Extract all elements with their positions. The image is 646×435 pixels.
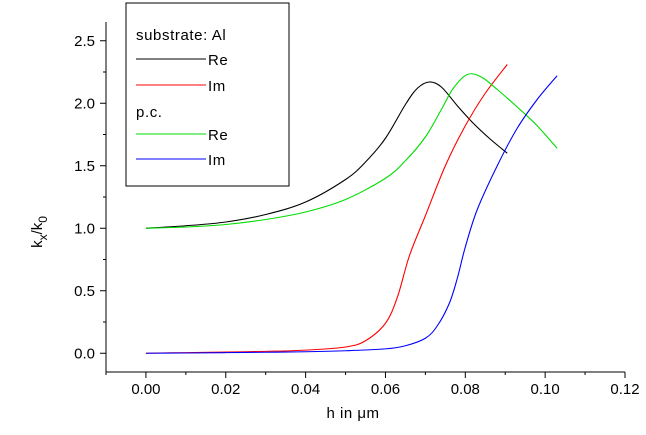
x-tick-label: 0.10: [531, 381, 560, 398]
legend-label-pc-re: Re: [208, 127, 228, 144]
y-label-sub-x: x: [36, 234, 50, 240]
y-tick-label: 1.5: [74, 158, 95, 175]
x-tick-label: 0.02: [211, 381, 240, 398]
y-tick-label: 2.0: [74, 95, 95, 112]
y-tick-label: 0.0: [74, 345, 95, 362]
legend-group2-title: p.c.: [136, 104, 163, 121]
series-line-al-re: [145, 81, 508, 229]
x-tick-label: 0.00: [131, 381, 160, 398]
y-tick-label: 1.0: [74, 220, 95, 237]
legend-group1-title: substrate: Al: [136, 27, 226, 44]
series-line-al-im: [145, 64, 508, 354]
legend-label-al-im: Im: [208, 78, 226, 95]
y-axis-label: kx/k0: [29, 216, 50, 248]
x-tick-label: 0.08: [451, 381, 480, 398]
y-label-k: k: [29, 240, 46, 248]
x-axis-label-unit: μm: [357, 405, 379, 422]
legend-label-pc-im: Im: [208, 152, 226, 169]
tick-labels: 0.00 0.02 0.04 0.06 0.08 0.10 0.12 0.0 0.5 1.0 1.5…: [74, 33, 639, 398]
x-tick-label: 0.12: [610, 381, 639, 398]
y-tick-label: 2.5: [74, 33, 95, 50]
y-label-slash-k: /k: [29, 222, 46, 234]
legend-label-al-re: Re: [208, 52, 228, 69]
series-line-pc-re: [145, 73, 558, 229]
series-line-pc-im: [145, 75, 558, 354]
svg-text:kx/k0: kx/k0: [29, 216, 50, 248]
tick-marks: [100, 40, 626, 378]
x-tick-label: 0.06: [371, 381, 400, 398]
x-tick-label: 0.04: [291, 381, 320, 398]
legend: substrate: Al Re Im p.c. Re Im: [125, 2, 290, 187]
plot-lines: [145, 64, 558, 354]
x-axis-label: h in μm: [327, 405, 380, 422]
x-axis-label-text: h in: [327, 405, 358, 422]
y-tick-label: 0.5: [74, 283, 95, 300]
legend-box: [125, 2, 290, 187]
y-label-sub-0: 0: [36, 216, 50, 223]
